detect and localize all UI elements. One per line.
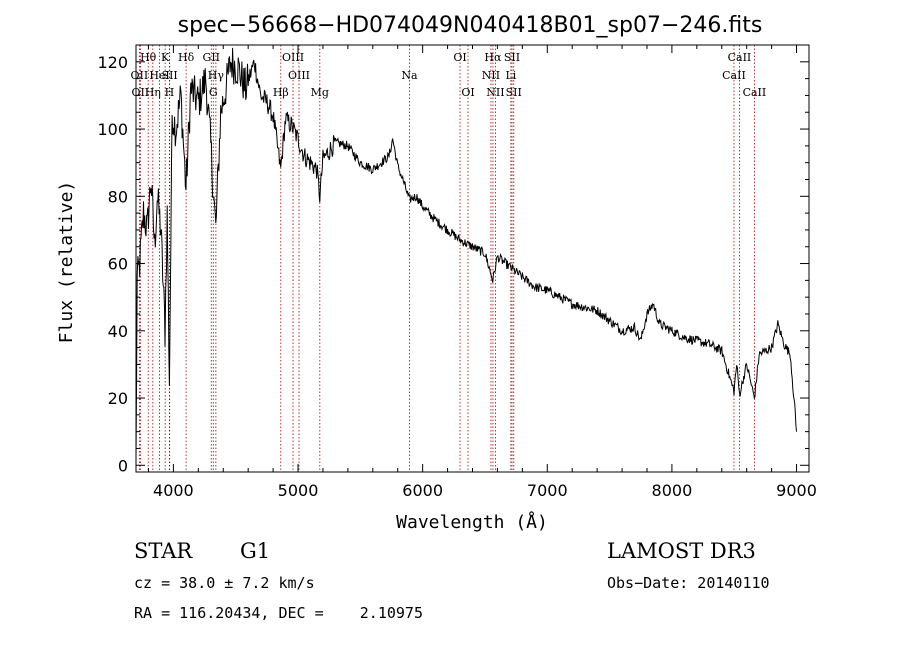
y-tick-label-5: 100	[97, 120, 128, 139]
y-tick-label-6: 120	[97, 53, 128, 72]
y-tick-label-4: 80	[108, 187, 128, 206]
x-tick-label-0: 4000	[153, 481, 194, 500]
line-label-18: OI	[461, 86, 474, 99]
line-label-15: Mg	[311, 86, 329, 99]
line-label-9: GII	[203, 51, 220, 64]
line-label-5: K	[161, 51, 170, 64]
y-tick-label-3: 60	[108, 255, 128, 274]
line-label-3: Hη	[145, 86, 161, 99]
line-label-12: Hβ	[273, 86, 289, 99]
line-label-1: OII	[131, 69, 149, 82]
line-markers	[138, 45, 755, 472]
x-tick-label-3: 7000	[527, 481, 568, 500]
line-label-26: CaII	[722, 69, 746, 82]
line-label-27: CaII	[743, 86, 767, 99]
survey-label: LAMOST DR3	[607, 539, 756, 563]
line-label-17: OI	[453, 51, 466, 64]
line-label-19: Hα	[484, 51, 502, 64]
x-tick-label-4: 8000	[652, 481, 693, 500]
line-label-11: G	[209, 86, 218, 99]
line-label-14: OIII	[288, 69, 310, 82]
line-label-4: HeI	[149, 69, 169, 82]
line-label-24: SII	[506, 86, 522, 99]
series-flux	[135, 47, 797, 459]
line-label-22: SII	[504, 51, 520, 64]
y-tick-label-1: 20	[108, 389, 128, 408]
x-axis-label: Wavelength (Å)	[396, 511, 548, 533]
line-label-16: Na	[401, 69, 418, 82]
line-label-13: OIII	[282, 51, 304, 64]
subclass-label: G1	[240, 539, 271, 563]
y-tick-label-2: 40	[108, 322, 128, 341]
obs-date: Obs−Date: 20140110	[607, 574, 770, 592]
x-tick-label-1: 5000	[278, 481, 319, 500]
x-tick-label-2: 6000	[402, 481, 443, 500]
y-axis-label: Flux (relative)	[56, 181, 77, 344]
line-label-7: H	[165, 86, 175, 99]
line-label-10: Hγ	[208, 69, 225, 82]
chart-title: spec−56668−HD074049N040418B01_sp07−246.f…	[178, 13, 763, 38]
y-tick-label-0: 0	[118, 456, 128, 475]
coordinates: RA = 116.20434, DEC = 2.10975	[134, 604, 423, 622]
line-label-20: NII	[482, 69, 500, 82]
line-label-25: CaII	[728, 51, 752, 64]
line-label-23: Li	[505, 69, 516, 82]
line-label-6: SII	[162, 69, 178, 82]
redshift-readout: cz = 38.0 ± 7.2 km/s	[134, 574, 315, 592]
line-label-21: NII	[486, 86, 504, 99]
line-label-0: Hθ	[140, 51, 157, 64]
x-tick-label-5: 9000	[776, 481, 817, 500]
class-label: STAR	[134, 539, 193, 563]
axis-ticks: 4000 5000 6000 7000 8000 9000 0 20 40 60 80 100 120	[97, 45, 817, 500]
plot-frame	[135, 44, 810, 473]
line-label-8: Hδ	[178, 51, 195, 64]
